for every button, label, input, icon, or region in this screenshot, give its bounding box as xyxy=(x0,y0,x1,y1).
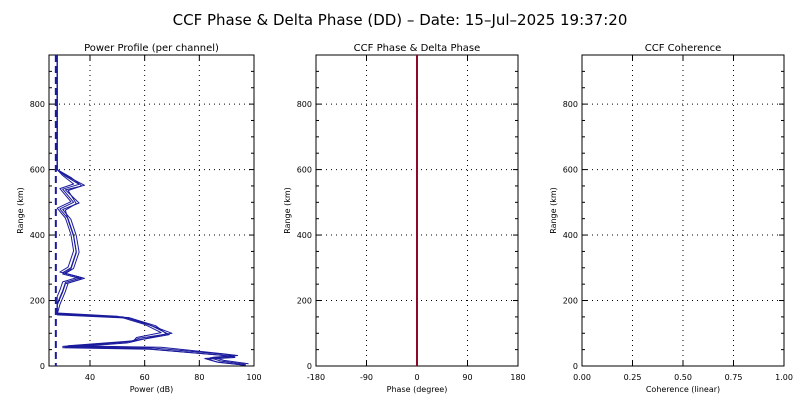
panel-title: CCF Coherence xyxy=(645,43,722,54)
x-tick-label: 80 xyxy=(194,373,204,382)
x-tick-label: 40 xyxy=(85,373,95,382)
panel-title: Power Profile (per channel) xyxy=(84,43,219,54)
y-tick-label: 800 xyxy=(563,100,578,109)
figure-title: CCF Phase & Delta Phase (DD) – Date: 15–… xyxy=(173,11,628,29)
y-tick-label: 600 xyxy=(297,166,312,175)
y-tick-label: 800 xyxy=(297,100,312,109)
x-axis-label: Coherence (linear) xyxy=(646,385,720,394)
x-tick-label: 180 xyxy=(510,373,525,382)
y-tick-label: 600 xyxy=(563,166,578,175)
x-tick-label: 0.25 xyxy=(624,373,642,382)
y-tick-label: 200 xyxy=(30,297,45,306)
x-tick-label: 90 xyxy=(462,373,472,382)
x-tick-label: 100 xyxy=(246,373,261,382)
y-tick-label: 0 xyxy=(40,362,45,371)
x-axis-label: Phase (degree) xyxy=(387,385,448,394)
y-tick-label: 400 xyxy=(563,231,578,240)
y-axis-label: Range (km) xyxy=(16,187,25,234)
x-axis-label: Power (dB) xyxy=(130,385,174,394)
y-tick-label: 200 xyxy=(297,297,312,306)
y-tick-label: 0 xyxy=(573,362,578,371)
x-tick-label: 0.50 xyxy=(674,373,692,382)
y-tick-label: 400 xyxy=(297,231,312,240)
y-tick-label: 200 xyxy=(563,297,578,306)
x-tick-label: 0.00 xyxy=(573,373,591,382)
x-tick-label: -90 xyxy=(360,373,373,382)
y-axis-label: Range (km) xyxy=(283,187,292,234)
x-tick-label: 60 xyxy=(140,373,150,382)
plot-frame xyxy=(48,54,255,367)
series-line-1 xyxy=(56,55,246,365)
series-line-2 xyxy=(56,55,244,366)
series-line-4 xyxy=(56,55,246,366)
panel-2: CCF Phase & Delta Phase 0 200 400 600 800 -180… xyxy=(283,43,526,394)
y-axis-label: Range (km) xyxy=(549,187,558,234)
y-tick-label: 800 xyxy=(30,100,45,109)
series-line-3 xyxy=(56,55,249,365)
x-tick-label: -180 xyxy=(307,373,325,382)
x-tick-label: 0.75 xyxy=(725,373,743,382)
panel-1: Power Profile (per channel) 0 200 400 600 800… xyxy=(16,43,262,394)
y-tick-label: 0 xyxy=(307,362,312,371)
x-tick-label: 0 xyxy=(414,373,419,382)
panel-3: CCF Coherence 0 200 400 600 800 0.00 0.25 0.50 0.… xyxy=(549,43,793,394)
y-tick-label: 400 xyxy=(30,231,45,240)
panel-title: CCF Phase & Delta Phase xyxy=(354,43,481,54)
y-tick-label: 600 xyxy=(30,166,45,175)
x-tick-label: 1.00 xyxy=(775,373,793,382)
